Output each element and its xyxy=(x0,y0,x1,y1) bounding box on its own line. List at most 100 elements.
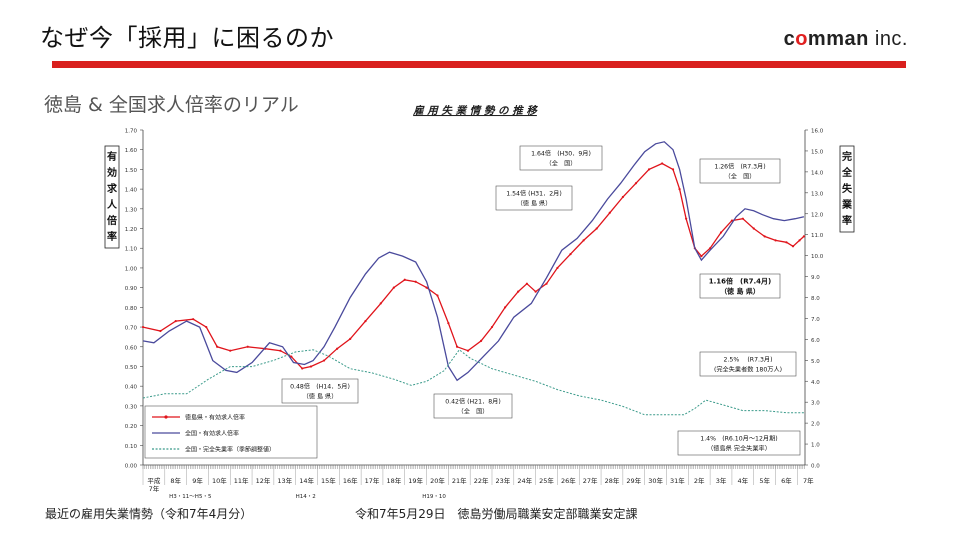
x-tick-label: 5年 xyxy=(759,476,770,485)
series-point xyxy=(525,282,528,285)
annotation-line2: （全 国） xyxy=(458,408,489,416)
annotation-line1: 0.48倍 (H14．5月) xyxy=(290,383,350,391)
page-title: なぜ今「採用」に困るのか xyxy=(40,24,334,52)
x-tick-label: 平成 xyxy=(147,476,161,485)
right-axis-label-box xyxy=(839,145,855,233)
series-point xyxy=(661,162,664,165)
series-point xyxy=(763,235,766,238)
annotation-line1: 2.5% (R7.3月) xyxy=(723,357,772,364)
series-point xyxy=(798,239,801,242)
annotation-box xyxy=(699,158,781,184)
left-tick-label: 0.30 xyxy=(125,404,138,410)
right-tick-label: 10.0 xyxy=(811,254,824,260)
left-tick-label: 0.40 xyxy=(125,385,138,391)
series-point xyxy=(322,359,326,362)
annotation-line2: （全 国） xyxy=(725,173,756,181)
x-tick-label: 26年 xyxy=(561,476,576,485)
series-point xyxy=(719,231,723,234)
series-point xyxy=(364,320,367,323)
company-logo: comman inc. xyxy=(784,28,908,51)
chart-title: 雇 用 失 業 情 勢 の 推 移 xyxy=(412,104,538,117)
section-subtitle: 徳島 & 全国求人倍率のリアル xyxy=(44,94,299,116)
series-point xyxy=(647,168,651,171)
x-tick-label: 31年 xyxy=(670,476,685,485)
series-point xyxy=(455,345,459,348)
right-tick-label: 12.0 xyxy=(811,212,824,218)
annotation-line2: （徳 島 県） xyxy=(517,200,552,208)
legend-label: 全国・有効求人倍率 xyxy=(185,429,239,437)
series-point xyxy=(556,266,559,270)
series-point xyxy=(503,306,507,309)
annotation-box xyxy=(699,351,797,377)
right-axis-label-char: 率 xyxy=(842,214,852,227)
annotation-box xyxy=(699,273,781,299)
series-point xyxy=(608,211,611,214)
right-tick-label: 1.0 xyxy=(811,443,820,449)
x-tick-label: 29年 xyxy=(626,476,641,485)
series-point xyxy=(534,290,537,293)
series-point xyxy=(392,286,395,289)
series-point xyxy=(466,349,470,352)
logo-suffix: inc. xyxy=(868,28,908,50)
annotation-box xyxy=(433,393,513,419)
series-point xyxy=(192,318,195,321)
left-tick-label: 1.60 xyxy=(125,148,138,154)
series-point xyxy=(517,290,520,293)
series-point xyxy=(425,286,428,289)
footer-publisher: 令和7年5月29日 徳島労働局職業安定部職業安定課 xyxy=(355,507,638,521)
series-point xyxy=(752,227,755,230)
series-point xyxy=(671,168,675,171)
series-line-2 xyxy=(142,349,804,416)
right-tick-label: 4.0 xyxy=(811,380,820,386)
series-point xyxy=(229,349,232,352)
x-tick-label: 16年 xyxy=(343,476,358,485)
x-tick-label: 24年 xyxy=(517,476,532,485)
series-point xyxy=(774,239,777,242)
logo-accent: o xyxy=(795,28,808,50)
series-point xyxy=(141,325,145,329)
chart-series-layer xyxy=(141,141,806,416)
left-tick-label: 1.40 xyxy=(125,188,138,194)
series-point xyxy=(174,320,177,323)
series-point xyxy=(379,302,382,305)
left-tick-label: 0.90 xyxy=(125,286,138,292)
x-tick-label: 14年 xyxy=(299,476,314,485)
series-point xyxy=(279,349,282,352)
era-note: H14・2 xyxy=(296,494,316,500)
series-point xyxy=(246,345,249,348)
x-tick-label: 12年 xyxy=(256,476,271,485)
series-point xyxy=(730,219,734,222)
series-point xyxy=(700,255,703,258)
right-tick-label: 6.0 xyxy=(811,338,820,344)
chart-axes: 0.00 0.10 0.20 0.30 0.40 0.50 0.60 0.70 0.80 0.90… xyxy=(104,129,855,500)
series-point xyxy=(349,337,352,340)
series-point xyxy=(741,217,744,220)
series-point xyxy=(205,325,208,329)
x-tick-label: 6年 xyxy=(781,476,792,485)
chart-annotations: 1.64倍 (H30．9月) （全 国） 1.54倍 (H31．2月) （徳 島 県）… xyxy=(281,145,801,456)
annotation-line1: 1.54倍 (H31．2月) xyxy=(506,190,562,198)
right-tick-label: 11.0 xyxy=(811,233,824,239)
series-point xyxy=(447,322,450,325)
series-point xyxy=(685,217,688,220)
annotation-line2: （徳 島 県） xyxy=(303,393,338,401)
series-point xyxy=(621,195,624,199)
x-tick-label: 30年 xyxy=(648,476,663,485)
annotation-box xyxy=(677,430,801,456)
series-point xyxy=(582,239,585,242)
right-tick-label: 0.0 xyxy=(811,464,820,470)
left-tick-label: 1.30 xyxy=(125,207,138,213)
annotation-line2: （徳島県 完全失業率） xyxy=(707,445,771,453)
legend-label: 全国・完全失業率（季節調整値） xyxy=(185,445,275,453)
title-underline-bar xyxy=(52,61,906,68)
annotation-box xyxy=(519,145,603,171)
logo-part1: c xyxy=(783,28,796,50)
x-tick-label: 25年 xyxy=(539,476,554,485)
right-tick-label: 5.0 xyxy=(811,359,820,365)
annotation-line2: （徳 島 県） xyxy=(720,287,760,296)
series-point xyxy=(678,188,681,191)
x-tick-label: 20年 xyxy=(430,476,445,485)
left-axis-label-char: 率 xyxy=(107,230,117,243)
x-tick-label: 18年 xyxy=(386,476,401,485)
